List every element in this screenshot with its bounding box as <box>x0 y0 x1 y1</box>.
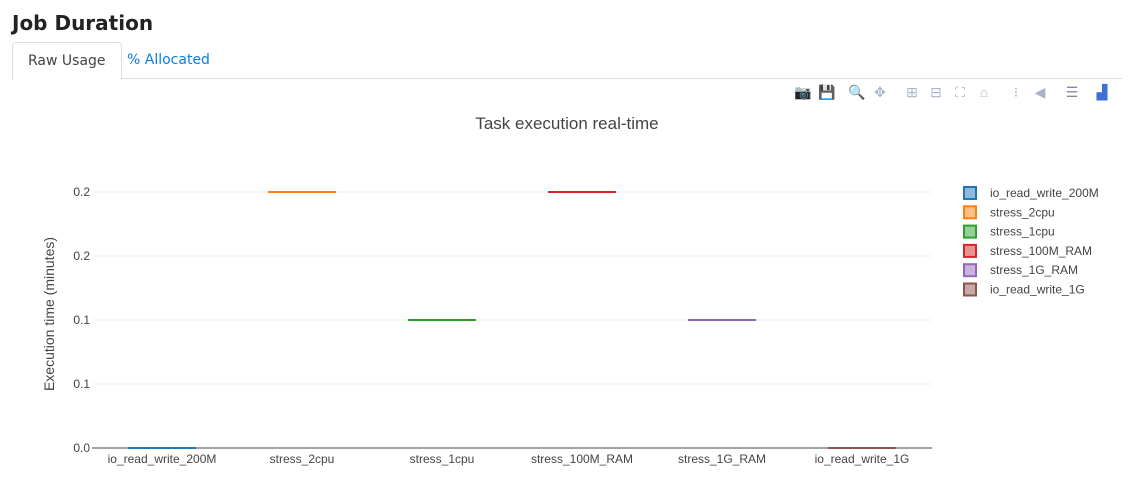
x-tick-label: io_read_write_1G <box>815 452 910 466</box>
autoscale-icon[interactable]: ⛶ <box>955 84 965 100</box>
zoom-in-icon[interactable]: ⊞ <box>906 84 918 100</box>
y-tick-label: 0.1 <box>73 377 90 391</box>
legend-swatch <box>963 263 977 278</box>
tab-percent-allocated[interactable]: % Allocated <box>127 52 210 68</box>
y-tick-label: 0.2 <box>73 185 90 199</box>
legend-item: io_read_write_1G <box>990 283 1085 297</box>
zoom-out-icon[interactable]: ⊟ <box>930 84 942 100</box>
x-tick-label: stress_2cpu <box>270 452 335 466</box>
x-tick-label: stress_1cpu <box>410 452 475 466</box>
legend-item: stress_2cpu <box>990 205 1055 219</box>
pan-icon[interactable]: ✥ <box>874 84 886 100</box>
x-tick-label: io_read_write_200M <box>108 452 217 466</box>
y-tick-label: 0.0 <box>73 441 90 455</box>
save-icon[interactable]: 💾 <box>818 84 836 100</box>
home-icon[interactable]: ⌂ <box>979 84 989 100</box>
chart-title: Task execution real-time <box>475 114 658 133</box>
x-tick-label: stress_100M_RAM <box>531 452 633 466</box>
legend-item: stress_100M_RAM <box>990 244 1092 258</box>
y-tick-label: 0.1 <box>73 313 90 327</box>
legend-swatch <box>963 224 977 239</box>
spike-lines-icon[interactable]: ⁝ <box>1013 84 1019 100</box>
plotly-logo-icon[interactable]: ▟ <box>1096 84 1108 100</box>
tab-bar: Raw Usage % Allocated <box>12 42 1122 80</box>
hover-closest-icon[interactable]: ◀ <box>1034 84 1046 100</box>
legend-item: io_read_write_200M <box>990 186 1099 200</box>
legend-item: stress_1G_RAM <box>990 263 1078 277</box>
legend-swatch <box>963 243 977 258</box>
page-title: Job Duration <box>12 11 154 35</box>
legend-swatch <box>963 186 977 200</box>
hover-compare-icon[interactable]: ☰ <box>1065 84 1079 100</box>
y-tick-label: 0.2 <box>73 249 90 263</box>
x-tick-label: stress_1G_RAM <box>678 452 766 466</box>
y-axis-label: Execution time (minutes) <box>41 237 57 391</box>
legend-swatch <box>963 282 977 297</box>
tab-raw-usage[interactable]: Raw Usage <box>12 42 122 80</box>
legend-swatch <box>963 205 977 220</box>
legend-item: stress_1cpu <box>990 225 1055 239</box>
camera-icon[interactable]: 📷 <box>794 84 812 100</box>
zoom-icon[interactable]: 🔍 <box>848 84 866 100</box>
